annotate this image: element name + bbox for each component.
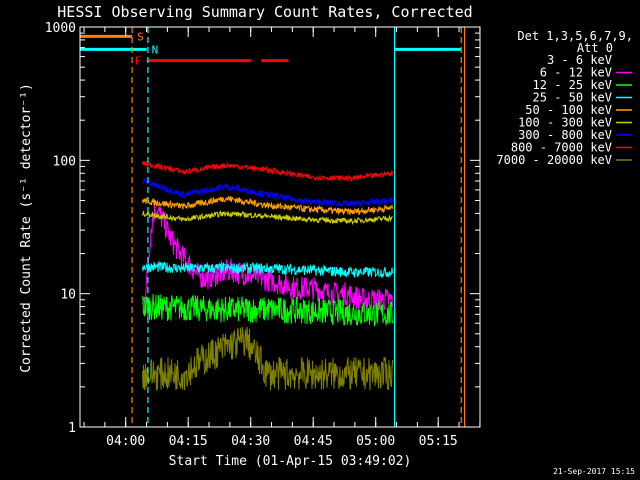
x-tick-label: 05:15 <box>419 434 458 449</box>
legend-label: 12 - 25 keV <box>533 78 612 92</box>
event-lines <box>131 27 466 427</box>
flag-label-s: S <box>137 30 144 43</box>
legend-label: 7000 - 20000 keV <box>496 153 612 167</box>
x-axis-label: Start Time (01-Apr-15 03:49:02) <box>169 454 412 469</box>
y-tick-label: 1 <box>68 421 76 436</box>
flag-bars: SNF <box>80 30 462 68</box>
series-lines <box>142 161 393 391</box>
x-tick-label: 04:00 <box>106 434 145 449</box>
legend-label: 800 - 7000 keV <box>511 141 612 155</box>
series-line-12-25-kev <box>142 293 393 327</box>
y-tick-label: 10 <box>60 288 76 303</box>
x-tick-label: 04:30 <box>231 434 270 449</box>
series-line-800-7000-kev <box>142 161 393 183</box>
x-axis-ticks: 04:00 04:15 04:30 04:45 05:00 05:15 <box>83 27 481 449</box>
footer-timestamp: 21-Sep-2017 15:15 <box>553 467 635 476</box>
y-tick-label: 100 <box>53 154 76 169</box>
legend-label: 50 - 100 keV <box>525 103 612 117</box>
legend-label: 25 - 50 keV <box>533 91 612 105</box>
x-tick-label: 04:15 <box>169 434 208 449</box>
series-line-300-800-kev <box>142 176 393 208</box>
series-line-50-100-kev <box>142 195 393 216</box>
chart-title: HESSI Observing Summary Count Rates, Cor… <box>57 3 472 21</box>
flag-label-n: N <box>152 43 159 56</box>
legend-label: 6 - 12 keV <box>540 66 612 80</box>
y-axis-ticks: 1 10 100 1000 <box>45 21 480 436</box>
x-tick-label: 04:45 <box>294 434 333 449</box>
y-tick-label: 1000 <box>45 21 76 36</box>
legend-label: 300 - 800 keV <box>518 128 612 142</box>
series-line-25-50-kev <box>142 260 393 279</box>
series-line-100-300-kev <box>142 209 393 226</box>
flag-label-f: F <box>135 55 142 68</box>
legend-title-line-1: Det 1,3,5,6,7,9, <box>517 29 633 43</box>
legend-label: 3 - 6 keV <box>547 53 612 67</box>
legend-label: 100 - 300 keV <box>518 116 612 130</box>
x-tick-label: 05:00 <box>356 434 395 449</box>
plot-frame <box>79 26 481 428</box>
legend-title-line-2: Att 0 <box>577 41 613 55</box>
series-line-7000-20000-kev <box>142 326 393 391</box>
series-line-6-12-kev <box>142 201 393 311</box>
y-axis-label: Corrected Count Rate (s⁻¹ detector⁻¹) <box>19 83 34 373</box>
